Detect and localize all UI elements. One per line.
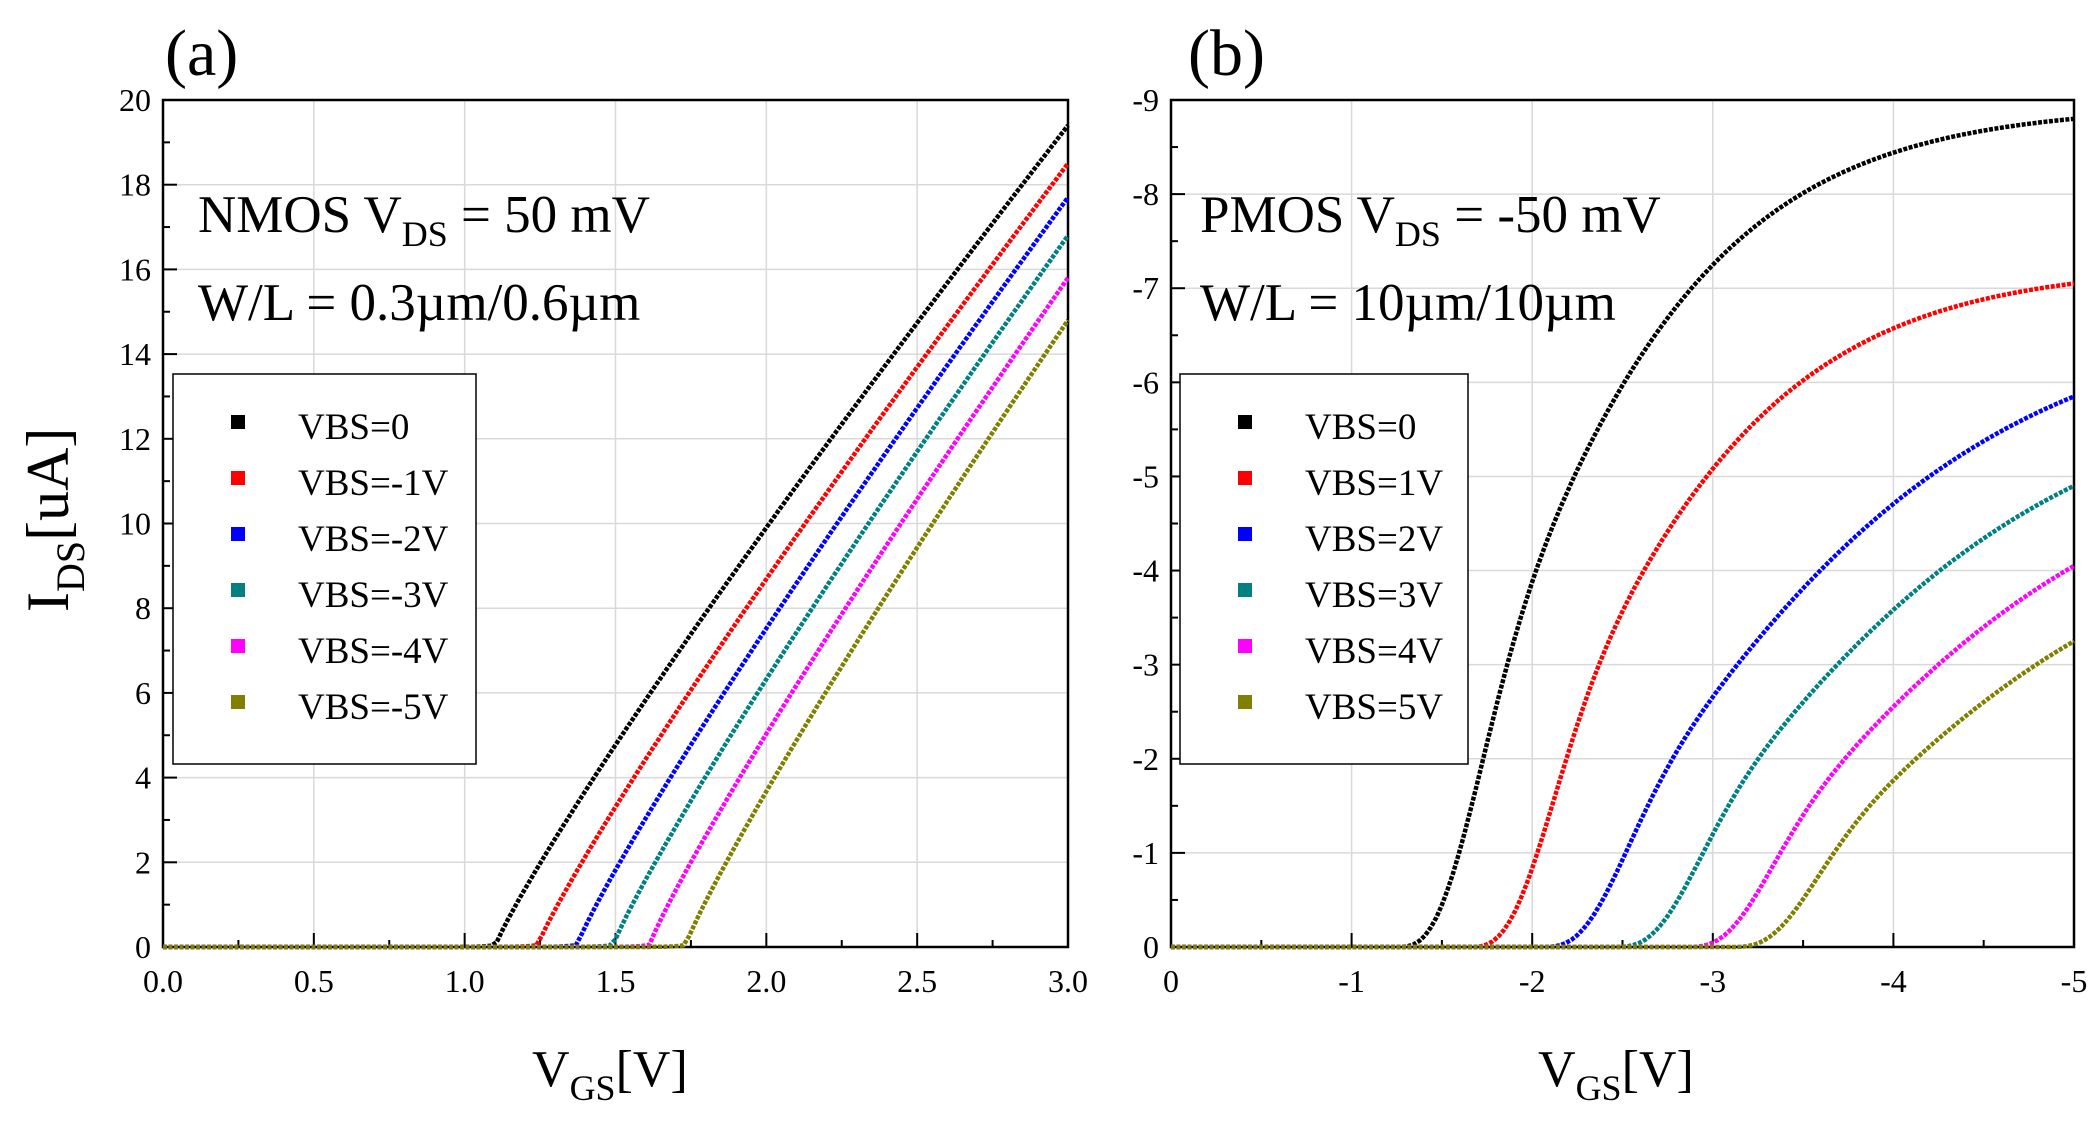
- x-tick-label: 0: [1163, 963, 1179, 999]
- annotation-b-rest: = -50 mV: [1441, 186, 1661, 244]
- y-tick-label: -2: [1132, 741, 1159, 777]
- y-tick-label: -3: [1132, 647, 1159, 683]
- y-tick-label: -9: [1132, 82, 1159, 118]
- legend-label: VBS=3V: [1305, 575, 1443, 616]
- x-axis-label-b: VGS[V]: [1538, 1041, 1694, 1108]
- legend-label: VBS=-4V: [298, 631, 449, 672]
- y-tick-label: -7: [1132, 270, 1159, 306]
- legend-marker: [231, 639, 245, 653]
- y-tick-label: -8: [1132, 176, 1159, 212]
- y-tick-label: 20: [119, 82, 151, 118]
- legend-label: VBS=-3V: [298, 575, 449, 616]
- annotation-b-line2: W/L = 10µm/10µm: [1200, 274, 1616, 332]
- legend-marker: [1238, 695, 1252, 709]
- legend-a: VBS=0 VBS=-1V VBS=-2V VBS=-3V VBS=-4V VBS=-5V: [231, 407, 449, 728]
- x-tick-label: -3: [1699, 963, 1726, 999]
- annotation-a-line1: NMOS VDS = 50 mV: [198, 186, 650, 254]
- y-tick-label: -4: [1132, 553, 1159, 589]
- annotation-a-line2: W/L = 0.3µm/0.6µm: [198, 274, 640, 332]
- legend-box-a: [172, 373, 477, 765]
- x-tick-label: -1: [1338, 963, 1365, 999]
- series-line: [163, 318, 1070, 950]
- legend-marker: [1238, 527, 1252, 541]
- legend-label: VBS=4V: [1305, 631, 1443, 672]
- annotation-b-line1: PMOS VDS = -50 mV: [1200, 186, 1661, 254]
- legend-label: VBS=5V: [1305, 687, 1443, 728]
- x-axis-label-a: VGS[V]: [532, 1041, 688, 1108]
- y-tick-label: 6: [135, 675, 151, 711]
- legend-b: VBS=0 VBS=1V VBS=2V VBS=3V VBS=4V VBS=5V: [1238, 407, 1443, 728]
- y-tick-label: 0: [135, 929, 151, 965]
- x-tick-label: 2.0: [746, 963, 786, 999]
- panel-a: (a) 0.0 0.5 1.0 1.5 2.0 2.5 3.0 0 2 4 6 8 10 12 14 16 18…: [15, 17, 1088, 1108]
- legend-label: VBS=-5V: [298, 687, 449, 728]
- panel-label-a: (a): [165, 17, 238, 90]
- legend-marker: [1238, 639, 1252, 653]
- legend-marker: [1238, 583, 1252, 597]
- panel-label-b: (b): [1188, 17, 1265, 90]
- y-tick-label: -6: [1132, 364, 1159, 400]
- series-b: [1171, 116, 2076, 950]
- x-tick-label: 0.0: [143, 963, 183, 999]
- legend-marker: [231, 583, 245, 597]
- x-tick-label: -2: [1519, 963, 1546, 999]
- y-tick-label: 4: [135, 760, 151, 796]
- y-tick-label: 18: [119, 167, 151, 203]
- y-tick-label: -1: [1132, 835, 1159, 871]
- y-tick-label: 14: [119, 336, 151, 372]
- x-tick-label: 3.0: [1048, 963, 1088, 999]
- y-tick-label: 8: [135, 590, 151, 626]
- y-tick-label: 16: [119, 251, 151, 287]
- legend-label: VBS=-1V: [298, 463, 449, 504]
- legend-marker: [1238, 471, 1252, 485]
- panel-b: (b) 0 -1 -2 -3 -4 -5 0 -1 -2 -3 -4 -5 -6 -7 -8 -9 PMOS …: [1132, 17, 2087, 1108]
- x-tick-label: 1.5: [596, 963, 636, 999]
- legend-box-b: [1179, 373, 1469, 765]
- x-tick-label: 2.5: [897, 963, 937, 999]
- y-tick-label: 0: [1143, 929, 1159, 965]
- legend-marker: [231, 471, 245, 485]
- legend-marker: [231, 695, 245, 709]
- ticks-a: 0.0 0.5 1.0 1.5 2.0 2.5 3.0 0 2 4 6 8 10 12 14 16 18 20: [119, 82, 1088, 999]
- x-tick-label: -4: [1880, 963, 1907, 999]
- legend-label: VBS=0: [298, 407, 409, 448]
- legend-marker: [1238, 415, 1252, 429]
- series-line: [1171, 639, 2076, 950]
- annotation-b-sub: DS: [1395, 214, 1441, 254]
- annotation-a-rest: = 50 mV: [448, 186, 650, 244]
- legend-marker: [231, 415, 245, 429]
- y-tick-label: 12: [119, 421, 151, 457]
- legend-label: VBS=0: [1305, 407, 1416, 448]
- legend-label: VBS=2V: [1305, 519, 1443, 560]
- y-tick-label: -5: [1132, 458, 1159, 494]
- legend-label: VBS=-2V: [298, 519, 449, 560]
- x-tick-label: -5: [2061, 963, 2088, 999]
- y-tick-label: 2: [135, 844, 151, 880]
- legend-label: VBS=1V: [1305, 463, 1443, 504]
- y-axis-label-a: IDS[uA]: [15, 428, 93, 612]
- annotation-a-sub: DS: [402, 214, 448, 254]
- x-tick-label: 1.0: [445, 963, 485, 999]
- series-a: [163, 124, 1070, 950]
- legend-marker: [231, 527, 245, 541]
- y-tick-label: 10: [119, 506, 151, 542]
- x-tick-label: 0.5: [294, 963, 334, 999]
- ticks-b: 0 -1 -2 -3 -4 -5 0 -1 -2 -3 -4 -5 -6 -7 -8 -9: [1132, 82, 2087, 999]
